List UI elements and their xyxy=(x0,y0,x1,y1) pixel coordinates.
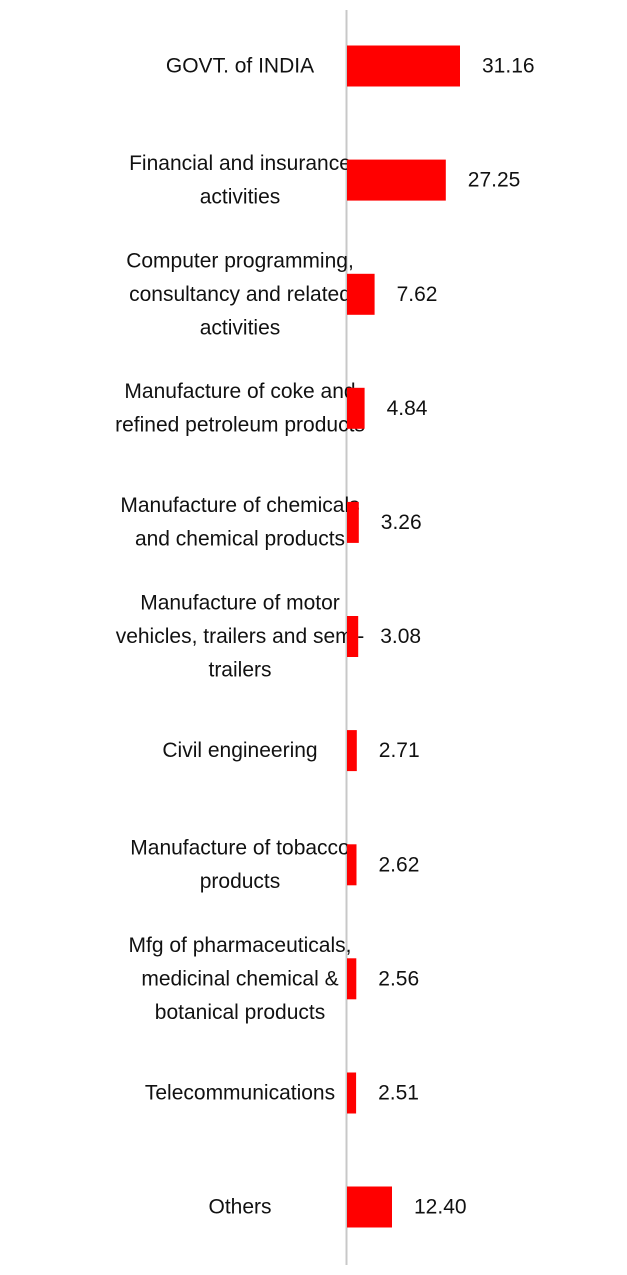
category-label-3: Computer programming, consultancy and rel… xyxy=(126,249,354,339)
bar-5 xyxy=(347,501,359,543)
value-label-9: 2.56 xyxy=(378,967,419,990)
category-label-line: products xyxy=(200,870,281,893)
value-label-3: 7.62 xyxy=(397,283,438,306)
category-label-line: Manufacture of motor xyxy=(140,592,340,615)
bar-2 xyxy=(347,159,446,201)
category-labels: GOVT. of INDIA Financial and insurance act… xyxy=(115,55,365,1219)
category-label-8: Manufacture of tobacco products xyxy=(130,837,349,894)
category-label-5: Manufacture of chemicals and chemical pro… xyxy=(120,494,359,551)
bar-4 xyxy=(347,387,365,429)
bar-8 xyxy=(347,844,357,886)
category-label-9: Mfg of pharmaceuticals, medicinal chemica… xyxy=(129,934,352,1024)
category-label-line: Mfg of pharmaceuticals, xyxy=(129,934,352,957)
bar-11 xyxy=(347,1186,392,1228)
category-label-line: medicinal chemical & xyxy=(141,967,338,990)
bar-9 xyxy=(347,958,357,1000)
category-label-6: Manufacture of motor vehicles, trailers a… xyxy=(116,592,365,682)
bar-6 xyxy=(347,616,359,657)
category-label-line: Manufacture of tobacco xyxy=(130,837,349,860)
category-label-10: Telecommunications xyxy=(145,1082,335,1105)
value-label-2: 27.25 xyxy=(468,169,521,192)
value-label-1: 31.16 xyxy=(482,55,535,78)
category-label-line: Financial and insurance xyxy=(129,152,351,175)
value-label-7: 2.71 xyxy=(379,739,420,762)
value-label-10: 2.51 xyxy=(378,1082,419,1105)
category-label-line: GOVT. of INDIA xyxy=(166,55,314,78)
category-label-line: vehicles, trailers and semi- xyxy=(116,625,365,648)
category-label-2: Financial and insurance activities xyxy=(129,152,351,209)
value-label-8: 2.62 xyxy=(379,853,420,876)
category-label-line: Telecommunications xyxy=(145,1082,335,1105)
category-label-7: Civil engineering xyxy=(162,739,317,762)
category-label-line: consultancy and related xyxy=(129,283,351,306)
category-label-line: Manufacture of coke and xyxy=(124,380,355,403)
category-label-11: Others xyxy=(208,1196,271,1219)
category-label-line: refined petroleum products xyxy=(115,414,365,437)
category-label-line: Manufacture of chemicals xyxy=(120,494,359,517)
bars xyxy=(347,45,460,1228)
value-label-11: 12.40 xyxy=(414,1196,467,1219)
category-label-1: GOVT. of INDIA xyxy=(166,55,314,78)
bar-10 xyxy=(347,1072,357,1114)
bar-7 xyxy=(347,730,357,772)
value-label-5: 3.26 xyxy=(381,511,422,534)
category-label-line: Civil engineering xyxy=(162,739,317,762)
bar-3 xyxy=(347,273,375,315)
category-label-line: trailers xyxy=(208,659,271,682)
bar-1 xyxy=(347,45,460,87)
category-label-line: activities xyxy=(200,185,281,208)
value-label-4: 4.84 xyxy=(387,397,428,420)
category-label-line: and chemical products xyxy=(135,528,345,551)
value-label-6: 3.08 xyxy=(380,625,421,648)
category-label-line: Others xyxy=(208,1196,271,1219)
category-label-line: activities xyxy=(200,316,281,339)
category-label-line: botanical products xyxy=(155,1001,325,1024)
value-labels: 31.16 27.25 7.62 4.84 3.26 3.08 2.71 2.62 2.56 2.… xyxy=(378,55,534,1219)
category-label-4: Manufacture of coke and refined petroleum… xyxy=(115,380,365,437)
category-label-line: Computer programming, xyxy=(126,249,354,272)
